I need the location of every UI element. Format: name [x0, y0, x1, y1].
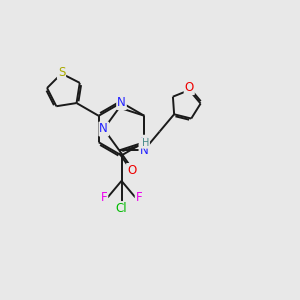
Text: F: F	[136, 191, 142, 204]
Text: Cl: Cl	[116, 202, 127, 215]
Text: F: F	[101, 191, 107, 204]
Text: N: N	[140, 136, 149, 149]
Text: N: N	[99, 122, 108, 136]
Text: N: N	[117, 96, 126, 109]
Text: H: H	[142, 138, 149, 148]
Text: N: N	[140, 144, 148, 157]
Text: O: O	[127, 164, 136, 177]
Text: O: O	[184, 81, 194, 94]
Text: S: S	[58, 66, 65, 79]
